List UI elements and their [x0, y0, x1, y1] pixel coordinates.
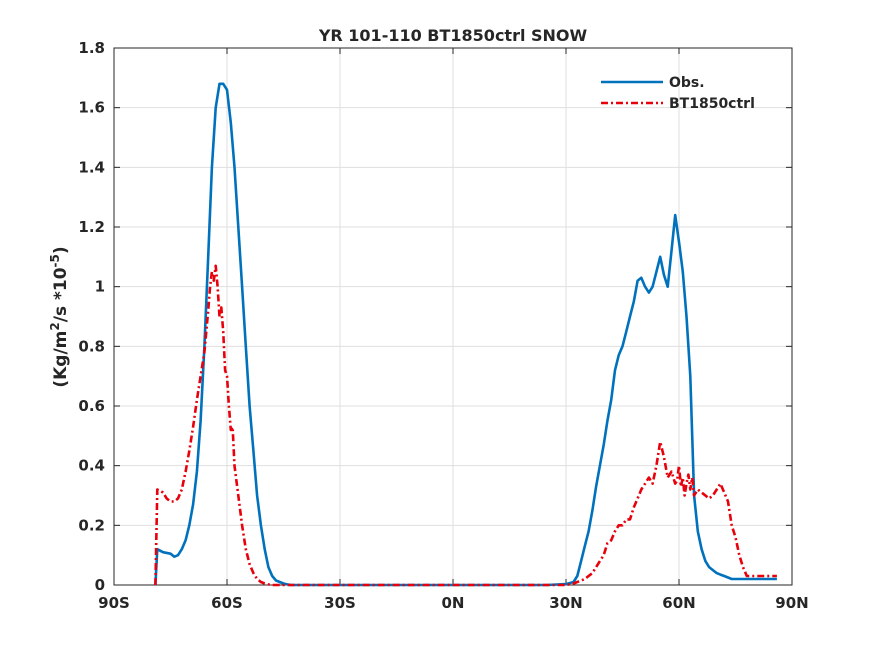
x-tick-label: 60S: [211, 594, 243, 612]
y-tick-label: 1.4: [78, 158, 105, 176]
series-lines: [154, 82, 777, 587]
x-tick-label: 60N: [662, 594, 695, 612]
chart-title: YR 101-110 BT1850ctrl SNOW: [318, 26, 588, 45]
x-tick-label: 30S: [324, 594, 356, 612]
x-axis: 90S 60S 30S 0N 30N 60N 90N: [98, 48, 809, 612]
legend-label-bt1850ctrl: BT1850ctrl: [669, 96, 755, 112]
y-tick-label: 1.8: [78, 39, 105, 57]
y-tick-label: 1.2: [78, 218, 105, 236]
ylabel-part-2: /s *10: [51, 267, 71, 322]
series-line-bt1850ctrl: [154, 264, 777, 587]
x-tick-label: 30N: [549, 594, 582, 612]
ylabel-superscript-minus5: -5: [48, 254, 62, 267]
y-tick-label: 0.8: [78, 337, 105, 355]
y-axis-label: (Kg/m2/s *10-5): [48, 246, 71, 387]
legend: Obs. BT1850ctrl: [601, 75, 755, 112]
y-tick-label: 0.2: [78, 516, 105, 534]
grid-lines: [114, 48, 792, 585]
x-tick-label: 90N: [775, 594, 808, 612]
y-tick-label: 0.4: [78, 457, 105, 475]
ylabel-part-1: (Kg/m: [51, 331, 71, 388]
y-tick-label: 1: [95, 278, 105, 296]
y-tick-label: 1.6: [78, 99, 105, 117]
y-tick-label: 0: [95, 576, 105, 594]
x-tick-label: 90S: [98, 594, 130, 612]
legend-label-obs: Obs.: [669, 75, 705, 91]
series-line-obs: [154, 82, 777, 587]
x-tick-label: 0N: [442, 594, 465, 612]
y-axis: 0 0.2 0.4 0.6 0.8 1 1.2 1.4 1.6 1.8: [78, 39, 792, 594]
ylabel-part-3: ): [51, 246, 71, 254]
ylabel-superscript-2: 2: [48, 322, 62, 330]
y-tick-label: 0.6: [78, 397, 105, 415]
